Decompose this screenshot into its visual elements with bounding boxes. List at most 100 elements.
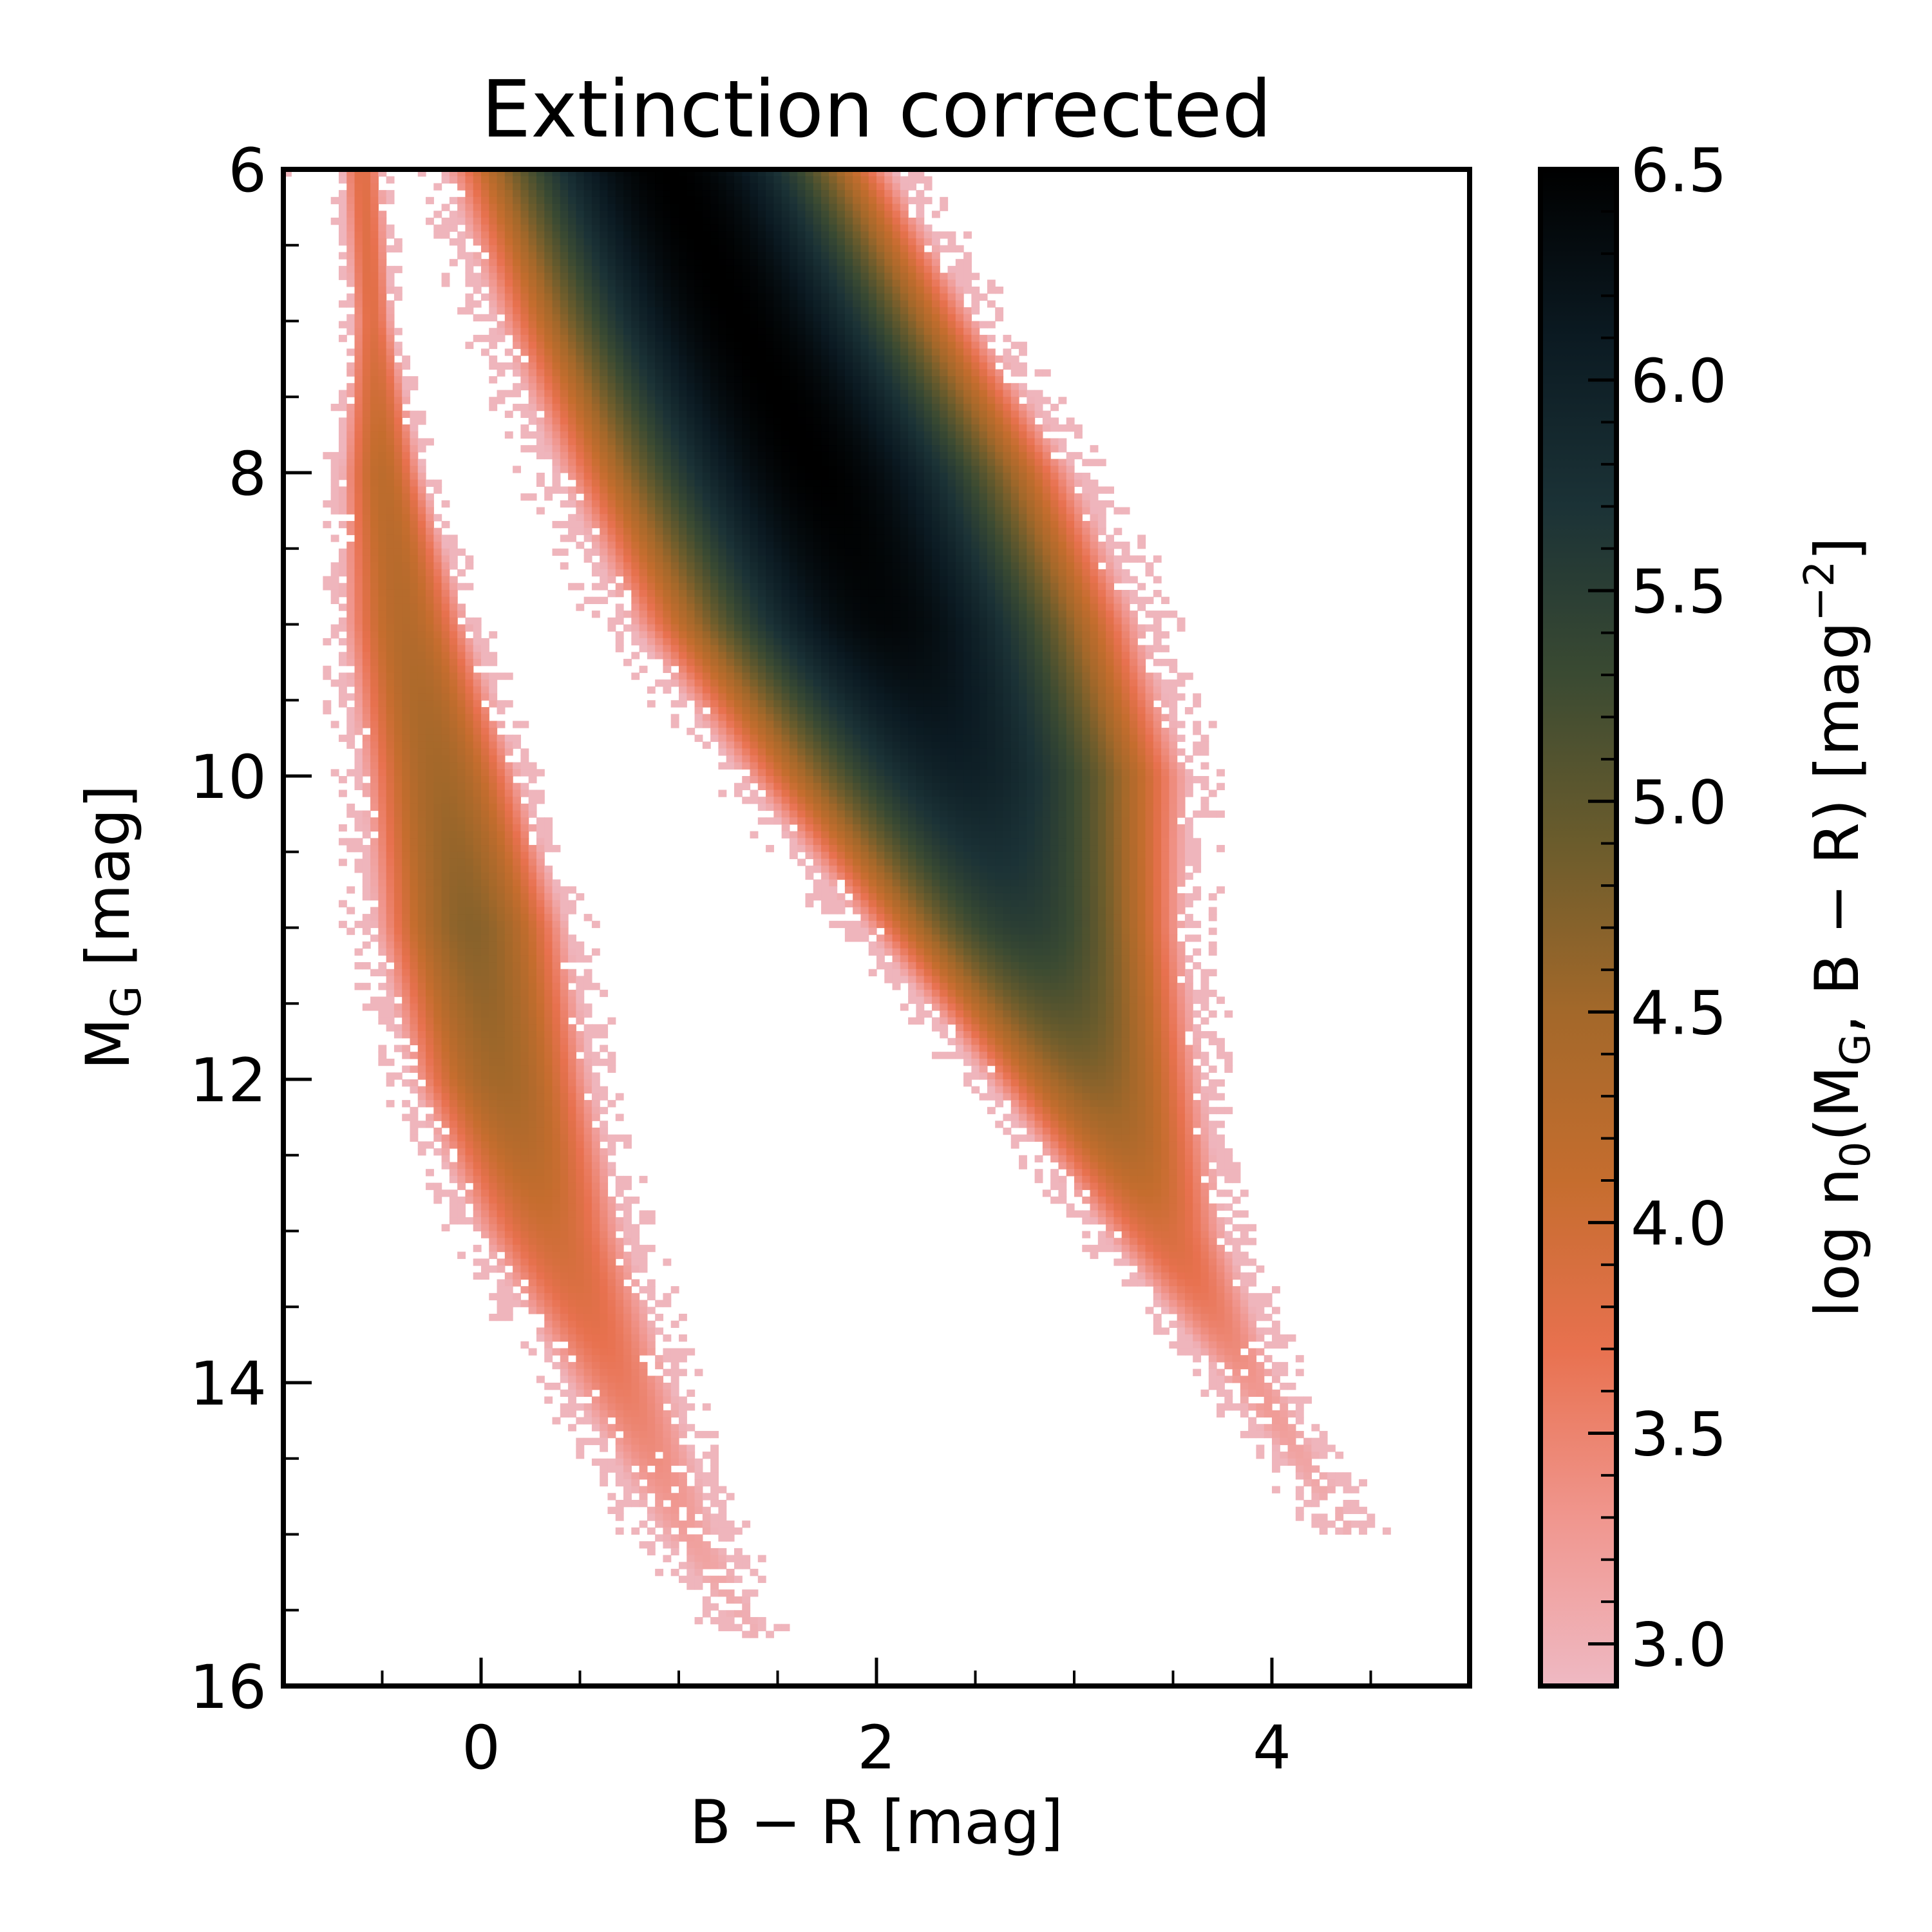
heatmap-cell: [1137, 555, 1146, 563]
heatmap-cell: [1034, 466, 1043, 473]
heatmap-cell: [884, 583, 893, 591]
heatmap-cell: [687, 562, 696, 570]
heatmap-cell: [378, 265, 387, 274]
heatmap-cell: [821, 535, 829, 542]
heatmap-cell: [963, 500, 972, 508]
heatmap-cell: [393, 617, 402, 625]
heatmap-cell: [1034, 596, 1043, 604]
heatmap-cell: [417, 603, 426, 611]
heatmap-cell: [710, 417, 719, 425]
heatmap-cell: [687, 334, 696, 343]
heatmap-cell: [663, 252, 672, 260]
heatmap-cell: [639, 617, 648, 625]
heatmap-cell: [1019, 403, 1027, 412]
heatmap-cell: [900, 555, 909, 563]
heatmap-cell: [868, 507, 877, 515]
heatmap-cell: [576, 542, 585, 549]
heatmap-cell: [844, 190, 853, 198]
heatmap-cell: [402, 555, 411, 563]
heatmap-cell: [457, 252, 466, 260]
heatmap-cell: [718, 348, 727, 356]
heatmap-cell: [821, 473, 829, 480]
heatmap-cell: [789, 583, 798, 591]
heatmap-cell: [1042, 369, 1051, 377]
heatmap-cell: [742, 583, 751, 591]
heatmap-cell: [615, 252, 624, 260]
heatmap-cell: [591, 403, 600, 412]
heatmap-cell: [623, 466, 632, 473]
heatmap-cell: [963, 576, 972, 583]
heatmap-cell: [837, 348, 846, 356]
heatmap-cell: [813, 617, 822, 625]
heatmap-cell: [520, 252, 529, 260]
heatmap-cell: [607, 328, 616, 336]
heatmap-cell: [600, 265, 609, 274]
heatmap-cell: [1027, 445, 1036, 453]
heatmap-cell: [338, 500, 347, 508]
heatmap-cell: [694, 383, 703, 391]
heatmap-cell: [639, 321, 648, 328]
heatmap-cell: [1137, 535, 1146, 542]
heatmap-cell: [900, 507, 909, 515]
heatmap-cell: [386, 314, 395, 322]
heatmap-cell: [1082, 583, 1091, 591]
heatmap-cell: [670, 286, 679, 294]
heatmap-cell: [576, 259, 585, 267]
heatmap-cell: [623, 183, 632, 191]
heatmap-cell: [931, 328, 940, 336]
heatmap-cell: [868, 548, 877, 556]
heatmap-cell: [378, 362, 387, 370]
heatmap-cell: [679, 211, 687, 218]
heatmap-cell: [583, 204, 592, 211]
heatmap-cell: [1121, 569, 1130, 577]
heatmap-cell: [940, 493, 949, 501]
heatmap-cell: [884, 321, 893, 328]
heatmap-cell: [821, 265, 829, 274]
heatmap-cell: [726, 231, 735, 239]
heatmap-cell: [773, 431, 782, 439]
heatmap-cell: [647, 259, 656, 267]
heatmap-cell: [623, 583, 632, 591]
heatmap-cell: [931, 459, 940, 466]
heatmap-cell: [702, 417, 711, 425]
heatmap-cell: [481, 279, 489, 287]
heatmap-cell: [426, 603, 434, 611]
heatmap-cell: [829, 555, 838, 563]
heatmap-cell: [742, 451, 751, 460]
heatmap-cell: [773, 500, 782, 508]
heatmap-cell: [892, 169, 901, 177]
heatmap-cell: [773, 348, 782, 356]
heatmap-cell: [1042, 493, 1051, 501]
heatmap-cell: [473, 272, 482, 280]
heatmap-cell: [1003, 611, 1012, 618]
heatmap-cell: [639, 176, 648, 184]
heatmap-cell: [829, 245, 838, 253]
heatmap-cell: [481, 217, 489, 225]
heatmap-cell: [900, 286, 909, 294]
heatmap-cell: [1066, 500, 1075, 508]
heatmap-cell: [718, 245, 727, 253]
heatmap-cell: [607, 383, 616, 391]
heatmap-cell: [362, 459, 371, 466]
heatmap-cell: [591, 520, 600, 529]
heatmap-cell: [386, 231, 395, 239]
heatmap-cell: [583, 279, 592, 287]
heatmap-cell: [568, 286, 576, 294]
heatmap-cell: [797, 548, 806, 556]
heatmap-cell: [781, 583, 790, 591]
heatmap-cell: [892, 583, 901, 591]
heatmap-cell: [623, 383, 632, 391]
heatmap-cell: [1169, 611, 1178, 618]
heatmap-cell: [552, 473, 561, 480]
heatmap-cell: [393, 383, 402, 391]
heatmap-cell: [607, 321, 616, 328]
heatmap-cell: [766, 328, 774, 336]
heatmap-cell: [378, 169, 387, 177]
heatmap-cell: [821, 362, 829, 370]
heatmap-cell: [773, 190, 782, 198]
heatmap-cell: [346, 300, 355, 308]
heatmap-cell: [655, 486, 664, 494]
heatmap-cell: [647, 383, 656, 391]
heatmap-cell: [940, 466, 949, 473]
heatmap-cell: [963, 520, 972, 529]
